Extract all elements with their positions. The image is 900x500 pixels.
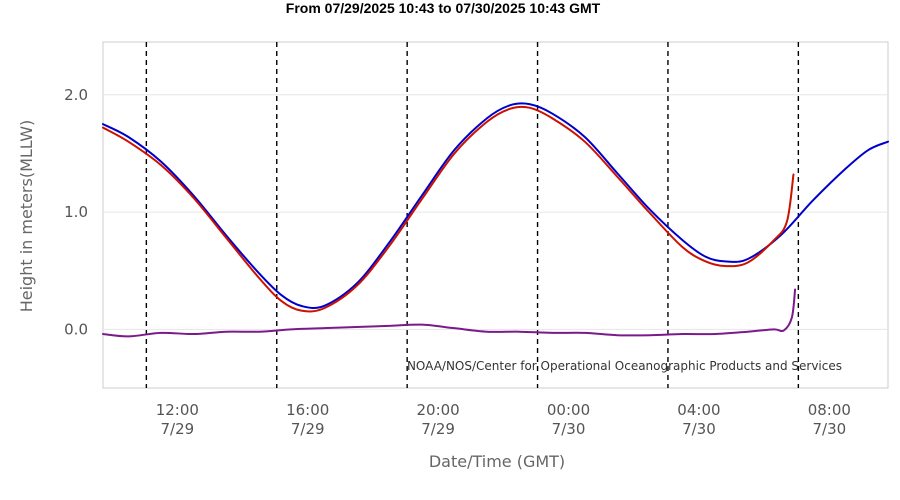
series-line-0	[102, 102, 889, 309]
day-marker-lines	[145, 42, 800, 388]
x-tick-time-label: 20:00	[417, 401, 460, 419]
x-tick-date-label: 7/29	[160, 420, 194, 438]
y-tick-label: 0.0	[64, 320, 88, 338]
series-group	[102, 102, 889, 338]
y-axis-title: Height in meters(MLLW)	[17, 120, 36, 313]
x-tick-date-label: 7/30	[682, 420, 716, 438]
credit-text: NOAA/NOS/Center for Operational Oceanogr…	[407, 359, 842, 373]
y-tick-label: 2.0	[64, 86, 88, 104]
x-tick-labels: 12:007/2916:007/2920:007/2900:007/3004:0…	[156, 401, 851, 438]
gridlines	[103, 94, 888, 330]
y-tick-label: 1.0	[64, 203, 88, 221]
plot-area	[102, 41, 889, 389]
x-axis-title: Date/Time (GMT)	[429, 452, 565, 471]
x-tick-date-label: 7/30	[552, 420, 586, 438]
series-line-1	[102, 105, 795, 313]
series-line-2	[102, 288, 797, 338]
x-tick-date-label: 7/29	[421, 420, 455, 438]
x-tick-time-label: 16:00	[286, 401, 329, 419]
x-tick-time-label: 08:00	[808, 401, 851, 419]
x-tick-date-label: 7/29	[291, 420, 325, 438]
x-tick-time-label: 00:00	[547, 401, 590, 419]
chart-title: From 07/29/2025 10:43 to 07/30/2025 10:4…	[286, 0, 601, 16]
x-tick-time-label: 12:00	[156, 401, 199, 419]
y-tick-labels: 0.0 1.0 2.0	[64, 86, 88, 339]
x-tick-time-label: 04:00	[677, 401, 720, 419]
x-tick-date-label: 7/30	[812, 420, 846, 438]
